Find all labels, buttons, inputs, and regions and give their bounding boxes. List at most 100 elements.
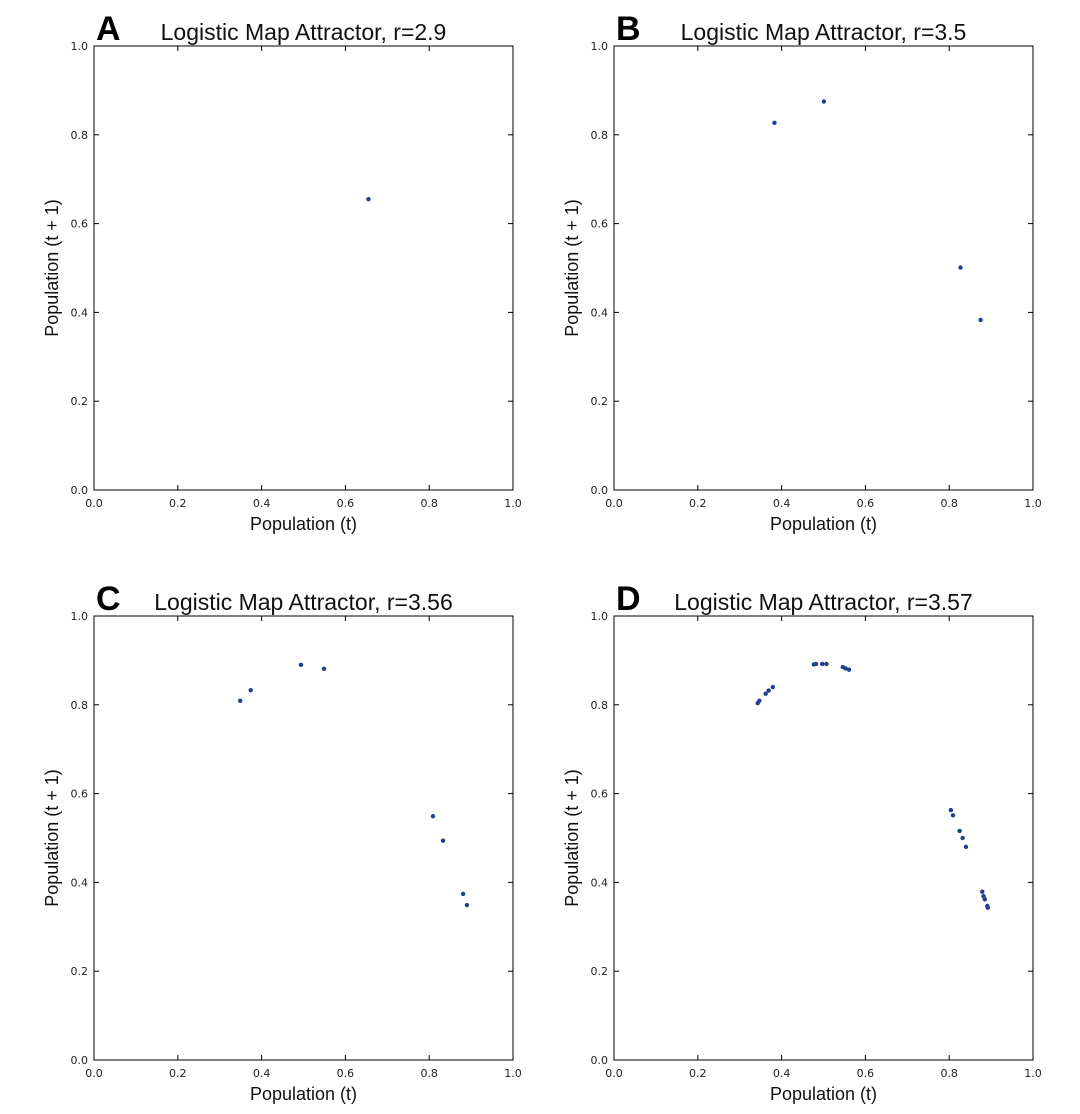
x-tick-label: 1.0 bbox=[504, 497, 522, 510]
data-point bbox=[821, 99, 827, 104]
data-point bbox=[460, 891, 466, 897]
data-point bbox=[958, 265, 963, 270]
x-tick-label: 0.6 bbox=[337, 1067, 355, 1080]
y-tick-label: 0.6 bbox=[71, 788, 89, 801]
plot-area-frame bbox=[613, 45, 1034, 491]
x-tick-label: 0.4 bbox=[253, 497, 271, 510]
y-tick-label: 0.8 bbox=[591, 129, 609, 142]
y-tick-label: 1.0 bbox=[71, 610, 89, 623]
data-point bbox=[321, 666, 327, 672]
x-tick-label: 0.4 bbox=[773, 497, 791, 510]
y-tick-label: 0.4 bbox=[71, 876, 89, 889]
chart-title: Logistic Map Attractor, r=3.5 bbox=[681, 19, 967, 45]
data-point bbox=[366, 196, 371, 202]
data-point bbox=[757, 698, 762, 704]
x-tick-label: 1.0 bbox=[1024, 497, 1042, 510]
y-tick-label: 0.0 bbox=[591, 1054, 609, 1067]
x-axis-label: Population (t) bbox=[250, 1084, 357, 1104]
data-point bbox=[846, 667, 852, 672]
x-tick-label: 0.8 bbox=[940, 1067, 958, 1080]
data-point bbox=[440, 838, 446, 843]
chart-svg: C Logistic Map Attractor, r=3.56 0.0 0.2 0.4… bbox=[42, 580, 522, 1104]
data-point bbox=[772, 120, 777, 126]
chart-svg: B Logistic Map Attractor, r=3.5 0.0 0.2 0.4 0… bbox=[562, 10, 1042, 534]
data-point bbox=[824, 661, 829, 667]
x-tick-label: 0.0 bbox=[605, 1067, 623, 1080]
y-tick-label: 0.2 bbox=[591, 395, 609, 408]
data-point bbox=[980, 889, 985, 894]
y-tick-label: 0.8 bbox=[71, 699, 89, 712]
x-tick-label: 0.6 bbox=[337, 497, 355, 510]
x-axis-label: Population (t) bbox=[770, 1084, 877, 1104]
data-point bbox=[763, 691, 768, 696]
data-point bbox=[950, 813, 956, 818]
y-tick-label: 0.6 bbox=[591, 788, 609, 801]
data-point bbox=[813, 661, 819, 667]
x-tick-label: 0.0 bbox=[85, 497, 103, 510]
panel-letter: D bbox=[616, 580, 641, 618]
x-tick-label: 0.8 bbox=[940, 497, 958, 510]
data-point bbox=[948, 807, 954, 813]
y-tick-label: 0.8 bbox=[71, 129, 89, 142]
y-axis-label: Population (t + 1) bbox=[562, 199, 582, 337]
data-point bbox=[238, 698, 243, 704]
chart-title: Logistic Map Attractor, r=3.56 bbox=[154, 589, 453, 615]
y-tick-label: 1.0 bbox=[591, 610, 609, 623]
y-tick-label: 1.0 bbox=[591, 40, 609, 53]
plot-area-frame bbox=[613, 615, 1034, 1061]
y-tick-label: 0.0 bbox=[591, 484, 609, 497]
chart-title: Logistic Map Attractor, r=2.9 bbox=[161, 19, 447, 45]
panel-b: B Logistic Map Attractor, r=3.5 0.0 0.2 0.4 0… bbox=[520, 0, 1042, 544]
y-tick-label: 0.4 bbox=[71, 306, 89, 319]
y-tick-label: 0.6 bbox=[71, 218, 89, 231]
data-point bbox=[963, 844, 969, 850]
x-tick-label: 1.0 bbox=[1024, 1067, 1042, 1080]
data-point bbox=[820, 661, 825, 667]
data-point bbox=[766, 688, 771, 693]
panel-c: C Logistic Map Attractor, r=3.56 0.0 0.2 0.4… bbox=[0, 570, 522, 1114]
y-axis-label: Population (t + 1) bbox=[42, 199, 62, 337]
y-tick-label: 0.6 bbox=[591, 218, 609, 231]
x-tick-label: 0.6 bbox=[857, 1067, 875, 1080]
y-axis-label: Population (t + 1) bbox=[42, 769, 62, 907]
y-tick-label: 0.0 bbox=[71, 484, 89, 497]
x-tick-label: 0.8 bbox=[420, 497, 438, 510]
data-point bbox=[982, 897, 988, 902]
x-tick-label: 0.6 bbox=[857, 497, 875, 510]
y-axis-label: Population (t + 1) bbox=[562, 769, 582, 907]
x-tick-label: 0.2 bbox=[169, 497, 187, 510]
plot-area-frame bbox=[93, 615, 514, 1061]
x-tick-label: 0.0 bbox=[85, 1067, 103, 1080]
x-axis-label: Population (t) bbox=[770, 514, 877, 534]
data-point bbox=[957, 828, 962, 834]
y-tick-label: 0.2 bbox=[71, 395, 89, 408]
panel-letter: C bbox=[96, 580, 121, 618]
x-tick-label: 0.2 bbox=[169, 1067, 187, 1080]
x-tick-label: 1.0 bbox=[504, 1067, 522, 1080]
panel-letter: A bbox=[96, 10, 121, 48]
chart-svg: D Logistic Map Attractor, r=3.57 0.0 0.2 0.4… bbox=[562, 580, 1042, 1104]
data-point bbox=[985, 905, 990, 910]
panel-a: A Logistic Map Attractor, r=2.9 0.0 0.2 0.4 0… bbox=[0, 0, 522, 544]
x-axis-label: Population (t) bbox=[250, 514, 357, 534]
plot-area-frame bbox=[93, 45, 514, 491]
y-tick-label: 0.2 bbox=[591, 965, 609, 978]
data-point bbox=[464, 902, 470, 908]
chart-title: Logistic Map Attractor, r=3.57 bbox=[674, 589, 973, 615]
data-point bbox=[770, 684, 776, 690]
y-tick-label: 0.4 bbox=[591, 876, 609, 889]
panel-letter: B bbox=[616, 10, 641, 48]
data-point bbox=[430, 814, 436, 819]
y-tick-label: 0.8 bbox=[591, 699, 609, 712]
y-tick-label: 1.0 bbox=[71, 40, 89, 53]
y-tick-label: 0.0 bbox=[71, 1054, 89, 1067]
x-tick-label: 0.4 bbox=[253, 1067, 271, 1080]
x-tick-label: 0.8 bbox=[420, 1067, 438, 1080]
data-point bbox=[960, 835, 965, 841]
panel-d: D Logistic Map Attractor, r=3.57 0.0 0.2 0.4… bbox=[520, 570, 1042, 1114]
data-point bbox=[978, 317, 983, 323]
y-tick-label: 0.2 bbox=[71, 965, 89, 978]
x-tick-label: 0.0 bbox=[605, 497, 623, 510]
x-tick-label: 0.2 bbox=[689, 497, 707, 510]
